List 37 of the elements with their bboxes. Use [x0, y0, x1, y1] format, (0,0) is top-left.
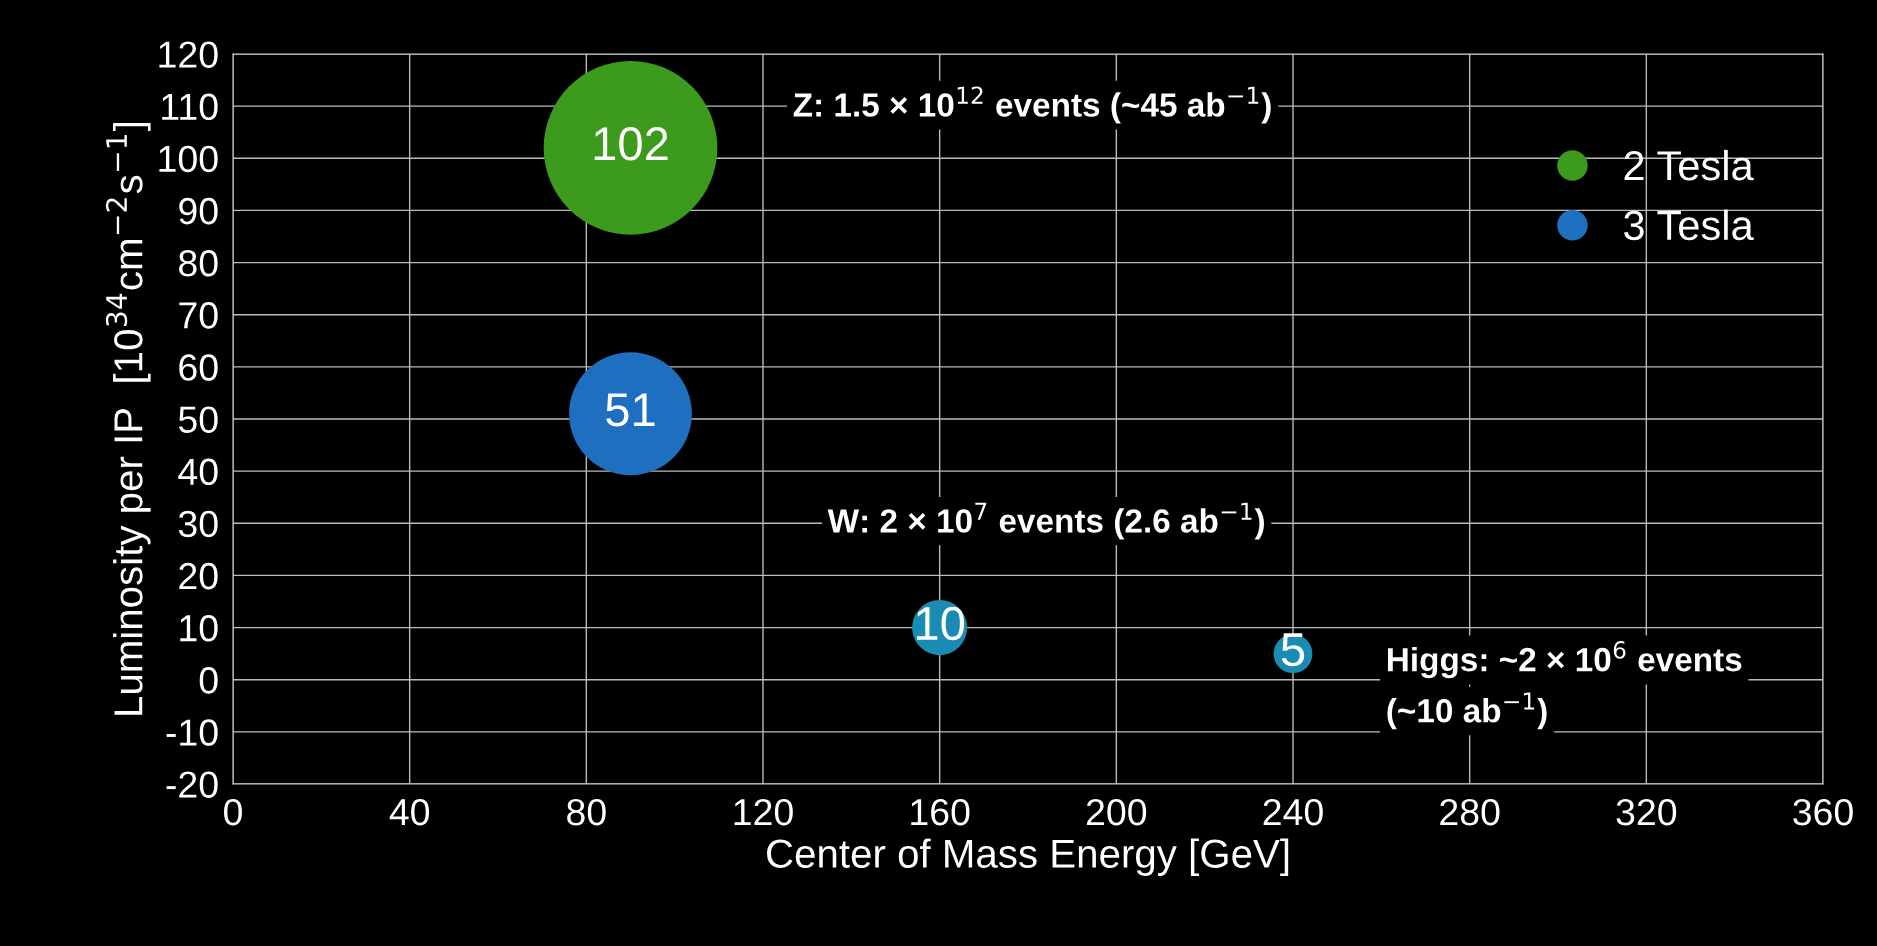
- y-tick-label: 20: [179, 562, 218, 590]
- data-label: 10: [917, 606, 965, 641]
- data-label: 102: [594, 127, 668, 161]
- x-tick-label: 160: [911, 798, 970, 826]
- y-tick-label: 30: [178, 510, 218, 538]
- x-tick-label: 280: [1440, 798, 1500, 826]
- y-tick-label: 60: [179, 354, 218, 381]
- y-tick-label: 110: [162, 93, 218, 121]
- y-tick-label: 40: [178, 458, 218, 486]
- data-label: 5: [1281, 633, 1305, 667]
- annotation: W: 2 × 10$^{7}$ events (2.6 ab$^{−1}$): [827, 502, 1264, 540]
- annotation: (~10 ab$^{−1}$): [1387, 692, 1547, 730]
- x-tick-label: 200: [1086, 798, 1147, 826]
- y-tick-label: 80: [179, 249, 218, 277]
- y-tick-label: 120: [159, 41, 218, 68]
- y-axis-title: Luminosity per IP [10$^{34}$cm$^{−2}$s$^{−1}$]: [105, 122, 151, 715]
- y-tick-label: -20: [166, 771, 218, 798]
- y-tick-label: 70: [179, 302, 218, 329]
- x-tick-label: 0: [224, 798, 242, 826]
- x-tick-label: 40: [389, 798, 430, 826]
- y-tick-label: 50: [178, 406, 218, 433]
- legend-label: 2 Tesla: [1624, 149, 1754, 181]
- x-tick-label: 240: [1263, 798, 1323, 826]
- y-tick-label: -10: [166, 719, 218, 746]
- annotation: Higgs: ~2 × 10$^{6}$ events: [1387, 641, 1742, 679]
- x-axis-title: Center of Mass Energy [GeV]: [767, 838, 1289, 876]
- annotation: Z: 1.5 × 10$^{12}$ events (~45 ab$^{−1}$): [793, 86, 1271, 124]
- y-tick-label: 0: [199, 667, 218, 694]
- legend-label: 3 Tesla: [1624, 209, 1754, 241]
- x-tick-label: 360: [1793, 798, 1853, 826]
- data-label: 51: [606, 393, 655, 427]
- y-tick-label: 100: [159, 145, 218, 173]
- x-tick-label: 120: [734, 798, 793, 826]
- y-tick-label: 10: [180, 614, 218, 642]
- x-tick-label: 80: [567, 798, 606, 826]
- x-tick-label: 320: [1616, 798, 1677, 826]
- y-tick-label: 90: [179, 197, 218, 225]
